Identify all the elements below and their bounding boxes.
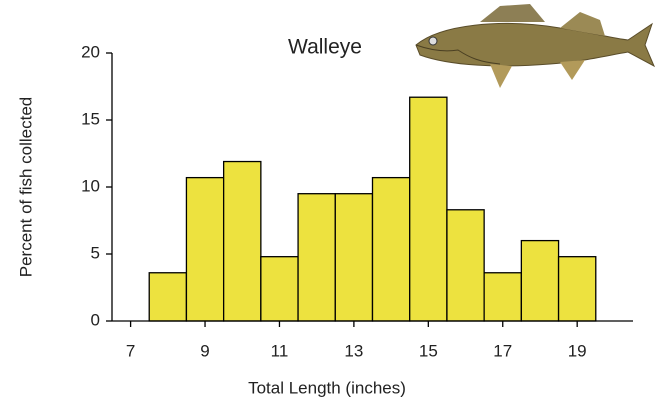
y-tick-label: 15 [81,109,100,128]
bar [484,273,521,321]
x-tick-label: 9 [200,341,209,360]
y-tick-label: 5 [91,243,100,262]
x-tick-label: 15 [419,341,438,360]
x-tick-label: 13 [344,341,363,360]
bar [186,178,223,321]
y-axis-label: Percent of fish collected [16,97,35,277]
bar [521,241,558,321]
bar [298,194,335,321]
x-tick-label: 11 [271,341,289,360]
fish-illustration [405,0,661,95]
x-tick-label: 7 [126,341,135,360]
bar [261,257,298,321]
chart: Walleye Total Length (inches) Percent of… [0,0,661,406]
bar [410,97,447,321]
y-tick-label: 20 [81,42,100,61]
chart-title: Walleye [288,36,362,59]
x-axis-label: Total Length (inches) [248,378,406,397]
x-tick-label: 17 [493,341,512,360]
bar [447,210,484,321]
bar [149,273,186,321]
page: {"chart_data": {"type": "histogram", "ti… [0,0,661,406]
x-tick-label: 19 [568,341,587,360]
y-tick-label: 10 [81,176,100,195]
bar [224,162,261,321]
y-tick-label: 0 [91,310,100,329]
bar [559,257,596,321]
bar [335,194,372,321]
bar [373,178,410,321]
